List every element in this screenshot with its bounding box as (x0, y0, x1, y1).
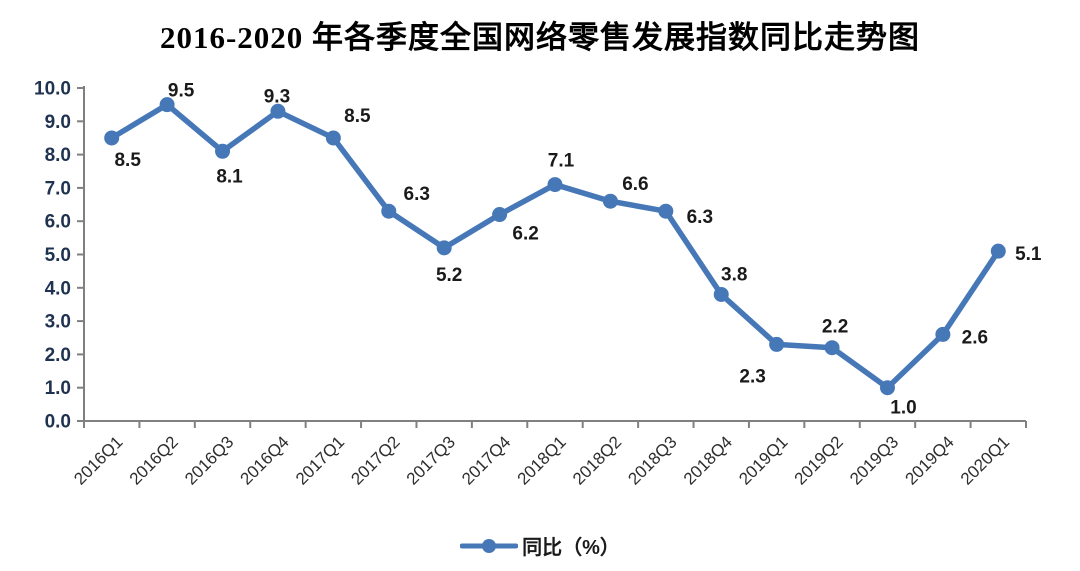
data-point (935, 326, 951, 342)
data-point (104, 130, 120, 146)
legend: 同比（%） (0, 531, 1080, 560)
data-label: 8.5 (344, 106, 371, 127)
x-tick-label: 2019Q2 (791, 432, 847, 488)
y-tick-label: 9.0 (45, 112, 71, 133)
x-tick-label: 2018Q2 (569, 432, 625, 488)
data-point (381, 203, 397, 219)
data-label: 6.3 (404, 184, 430, 205)
x-tick-label: 2019Q3 (846, 432, 902, 488)
y-tick-label: 2.0 (45, 345, 71, 366)
data-point (547, 177, 563, 193)
chart-title: 2016-2020 年各季度全国网络零售发展指数同比走势图 (159, 20, 921, 55)
y-tick-label: 4.0 (45, 278, 71, 299)
y-tick-label: 0.0 (45, 412, 71, 433)
data-point (602, 193, 618, 209)
y-tick-label: 5.0 (45, 245, 71, 266)
x-tick-label: 2016Q1 (70, 432, 126, 488)
data-label: 6.3 (687, 207, 713, 228)
x-tick-label: 2016Q2 (126, 432, 182, 488)
data-point (436, 240, 452, 256)
y-tick-label: 1.0 (45, 378, 71, 399)
y-tick-label: 6.0 (45, 212, 71, 233)
x-tick-label: 2017Q2 (347, 432, 403, 488)
x-tick-label: 2016Q4 (237, 432, 293, 488)
x-tick-label: 2019Q1 (735, 432, 791, 488)
x-tick-label: 2017Q1 (292, 432, 348, 488)
data-label: 1.0 (890, 398, 916, 419)
x-tick-label: 2018Q1 (514, 432, 570, 488)
y-tick-label: 7.0 (45, 178, 71, 199)
data-label: 2.2 (822, 317, 848, 338)
data-label: 2.6 (962, 327, 988, 348)
data-point (215, 143, 231, 159)
data-label: 2.3 (739, 366, 765, 387)
data-point (769, 336, 785, 352)
data-point (824, 340, 840, 356)
data-point (492, 207, 508, 223)
data-label: 8.5 (114, 150, 141, 171)
data-label: 7.1 (548, 151, 575, 172)
x-tick-label: 2017Q3 (403, 432, 459, 488)
data-label: 3.8 (721, 264, 747, 285)
x-tick-label: 2020Q1 (957, 432, 1013, 488)
y-tick-label: 10.0 (34, 79, 71, 100)
data-label: 6.6 (622, 174, 648, 195)
data-label: 8.1 (216, 166, 243, 187)
x-tick-label: 2018Q3 (624, 432, 680, 488)
data-label: 6.2 (512, 224, 538, 245)
x-tick-label: 2016Q3 (181, 432, 237, 488)
data-label: 5.2 (436, 265, 462, 286)
data-point (990, 243, 1006, 259)
y-tick-label: 8.0 (45, 145, 71, 166)
data-label: 5.1 (1015, 244, 1042, 265)
legend-line-marker-icon (460, 538, 519, 553)
data-point (713, 286, 729, 302)
x-tick-label: 2017Q4 (458, 432, 514, 488)
data-point (270, 103, 286, 119)
legend-label: 同比（%） (522, 537, 620, 559)
data-label: 9.5 (168, 81, 195, 102)
series-line (108, 101, 1002, 391)
y-tick-label: 3.0 (45, 312, 71, 333)
data-point (325, 130, 341, 146)
x-tick-label: 2018Q4 (680, 432, 736, 488)
data-label: 9.3 (264, 86, 290, 107)
data-point (658, 203, 674, 219)
data-point (159, 97, 175, 113)
data-point (879, 380, 895, 396)
x-tick-label: 2019Q4 (901, 432, 957, 488)
